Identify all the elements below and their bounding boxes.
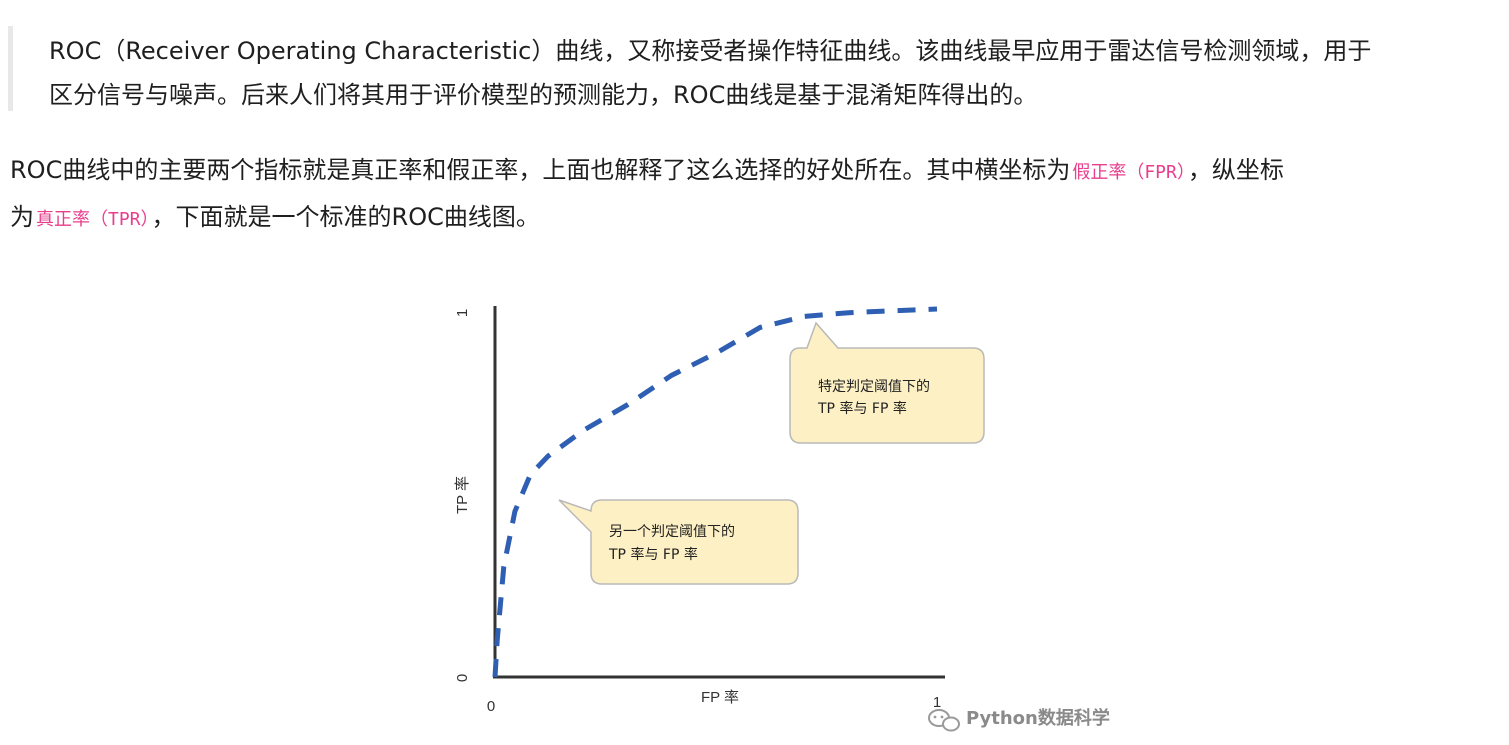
quote-line-1: ROC（Receiver Operating Characteristic）曲线… <box>49 37 1372 65</box>
inline-code-tpr: 真正率（TPR） <box>36 209 150 230</box>
wechat-icon <box>928 709 960 732</box>
x-tick-1: 1 <box>933 694 941 711</box>
paragraph-text-4: ，下面就是一个标准的ROC曲线图。 <box>151 203 540 231</box>
watermark-text: Python数据科学 <box>966 707 1110 729</box>
quote-text: ROC（Receiver Operating Characteristic）曲线… <box>49 29 1485 117</box>
x-tick-0: 0 <box>487 698 495 715</box>
blockquote: ROC（Receiver Operating Characteristic）曲线… <box>8 26 1493 111</box>
callout-top-line1: 特定判定阈值下的 <box>818 379 930 395</box>
callout-bottom <box>558 499 799 585</box>
x-axis-label: FP 率 <box>701 689 739 706</box>
inline-code-fpr: 假正率（FPR） <box>1072 162 1186 183</box>
y-tick-1: 1 <box>454 309 471 317</box>
paragraph-text-1: ROC曲线中的主要两个指标就是真正率和假正率，上面也解释了这么选择的好处所在。其… <box>10 156 1071 184</box>
callout-bottom-line2: TP 率与 FP 率 <box>608 546 698 563</box>
body-paragraph: ROC曲线中的主要两个指标就是真正率和假正率，上面也解释了这么选择的好处所在。其… <box>10 148 1480 242</box>
callout-bottom-line1: 另一个判定阈值下的 <box>609 524 735 540</box>
callout-top-line2: TP 率与 FP 率 <box>817 400 907 417</box>
quote-line-2: 区分信号与噪声。后来人们将其用于评价模型的预测能力，ROC曲线是基于混淆矩阵得出… <box>49 81 1038 109</box>
paragraph-text-2: ，纵坐标 <box>1187 156 1284 184</box>
paragraph-text-3: 为 <box>10 203 34 231</box>
y-tick-0: 0 <box>454 674 471 682</box>
callout-top <box>789 321 985 444</box>
roc-curve-line <box>492 306 938 678</box>
y-axis-label: TP 率 <box>454 476 471 514</box>
